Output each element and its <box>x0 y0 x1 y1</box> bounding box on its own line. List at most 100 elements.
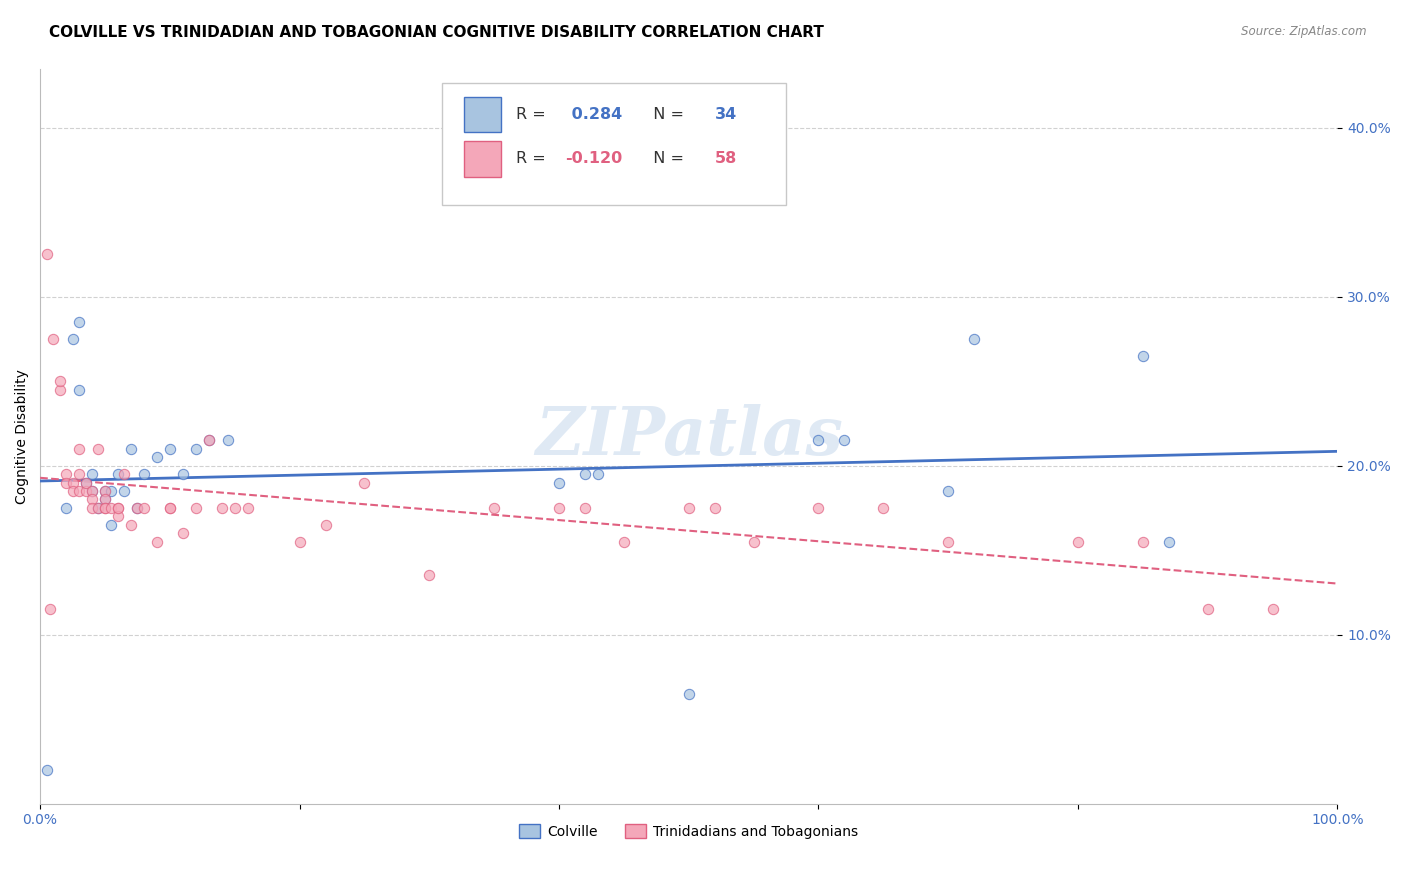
Point <box>1067 534 1090 549</box>
Point <box>67 467 90 481</box>
Point <box>55 500 77 515</box>
Point <box>100 517 122 532</box>
Point <box>35 247 58 261</box>
Point <box>1132 349 1154 363</box>
Point <box>1261 602 1284 616</box>
Point <box>548 475 571 490</box>
Point <box>1157 534 1180 549</box>
Point <box>482 500 505 515</box>
Point <box>120 442 142 456</box>
Point <box>94 500 117 515</box>
Point <box>94 492 117 507</box>
Point <box>48 383 70 397</box>
Text: Source: ZipAtlas.com: Source: ZipAtlas.com <box>1241 25 1367 38</box>
Point <box>75 483 97 498</box>
Point <box>48 374 70 388</box>
FancyBboxPatch shape <box>443 83 786 204</box>
Point <box>107 467 129 481</box>
Point <box>315 517 337 532</box>
Point <box>80 467 103 481</box>
Point <box>94 483 117 498</box>
Point <box>159 500 181 515</box>
Point <box>872 500 894 515</box>
Point <box>703 500 725 515</box>
Point <box>35 763 58 777</box>
Point <box>834 434 856 448</box>
Point <box>39 602 62 616</box>
Point <box>184 442 207 456</box>
Point <box>217 434 239 448</box>
Point <box>963 332 986 346</box>
Text: N =: N = <box>644 152 689 167</box>
Point <box>87 442 110 456</box>
Point <box>62 332 84 346</box>
Point <box>80 483 103 498</box>
Point <box>184 500 207 515</box>
Point <box>62 483 84 498</box>
Point <box>120 517 142 532</box>
Point <box>936 534 959 549</box>
Point <box>574 467 596 481</box>
Point <box>87 500 110 515</box>
Point <box>236 500 259 515</box>
Point <box>613 534 636 549</box>
Point <box>127 500 149 515</box>
Point <box>1197 602 1219 616</box>
Point <box>67 483 90 498</box>
Point <box>42 332 65 346</box>
Point <box>807 500 830 515</box>
Point <box>127 500 149 515</box>
Point <box>87 500 110 515</box>
Point <box>224 500 246 515</box>
Point <box>678 500 700 515</box>
Point <box>197 434 219 448</box>
Point <box>67 383 90 397</box>
Point <box>288 534 311 549</box>
Point <box>574 500 596 515</box>
Point <box>132 500 155 515</box>
Text: R =: R = <box>516 107 551 122</box>
Point <box>197 434 219 448</box>
Point <box>1132 534 1154 549</box>
Point <box>548 500 571 515</box>
Point <box>94 483 117 498</box>
Point <box>62 475 84 490</box>
Point <box>353 475 375 490</box>
Point <box>75 475 97 490</box>
Point <box>172 526 194 541</box>
Y-axis label: Cognitive Disability: Cognitive Disability <box>15 368 30 503</box>
Point <box>678 687 700 701</box>
Point <box>107 500 129 515</box>
Point <box>418 568 440 582</box>
Point <box>936 483 959 498</box>
Point <box>94 492 117 507</box>
Text: ZIPatlas: ZIPatlas <box>534 403 842 468</box>
Point <box>172 467 194 481</box>
Point <box>107 509 129 524</box>
Point <box>742 534 765 549</box>
Point <box>586 467 609 481</box>
Text: R =: R = <box>516 152 551 167</box>
Point <box>80 492 103 507</box>
Point <box>107 500 129 515</box>
Point <box>114 467 136 481</box>
Point <box>80 483 103 498</box>
Text: 58: 58 <box>714 152 737 167</box>
Point <box>75 475 97 490</box>
Point <box>80 500 103 515</box>
Point <box>146 534 169 549</box>
Text: -0.120: -0.120 <box>565 152 623 167</box>
Text: 0.284: 0.284 <box>565 107 621 122</box>
Point <box>67 315 90 329</box>
Text: 34: 34 <box>714 107 737 122</box>
FancyBboxPatch shape <box>464 141 501 177</box>
Point <box>55 475 77 490</box>
Point <box>159 500 181 515</box>
Text: COLVILLE VS TRINIDADIAN AND TOBAGONIAN COGNITIVE DISABILITY CORRELATION CHART: COLVILLE VS TRINIDADIAN AND TOBAGONIAN C… <box>49 25 824 40</box>
Point <box>100 483 122 498</box>
Point <box>132 467 155 481</box>
FancyBboxPatch shape <box>464 97 501 133</box>
Point <box>146 450 169 465</box>
Text: N =: N = <box>644 107 689 122</box>
Point <box>114 483 136 498</box>
